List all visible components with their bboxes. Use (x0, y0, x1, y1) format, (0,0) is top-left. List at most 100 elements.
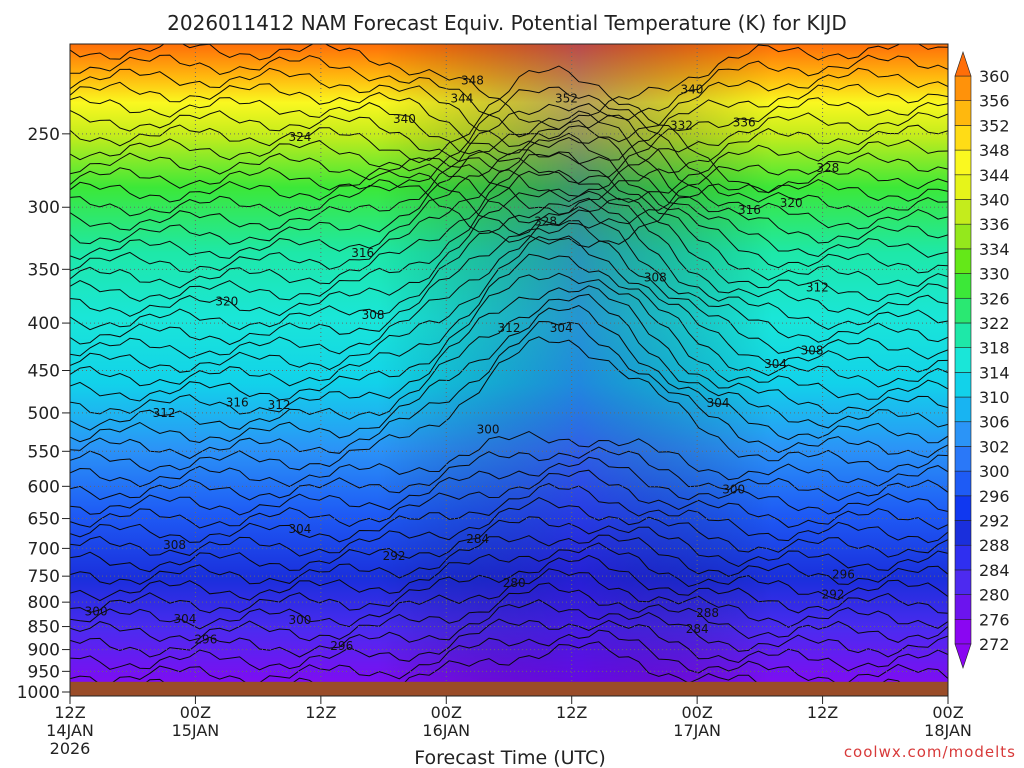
y-tick-label: 900 (28, 641, 60, 661)
colorbar-segment (954, 248, 972, 274)
contour-label: 304 (288, 522, 311, 536)
colorbar-segment (954, 470, 972, 497)
contour-line (70, 516, 948, 573)
colorbar-segment (954, 347, 972, 373)
colorbar-label: 302 (979, 437, 1010, 456)
x-tick-label: 00Z (180, 703, 211, 722)
contour-line (70, 54, 948, 140)
contour-label: 304 (550, 321, 573, 335)
contour-label: 312 (498, 321, 521, 335)
colorbar-label: 296 (979, 487, 1010, 506)
colorbar-label: 336 (979, 215, 1010, 234)
contour-line (70, 554, 948, 614)
contour-label: 340 (680, 83, 703, 97)
contour-line (70, 482, 948, 544)
y-tick-label: 250 (28, 125, 60, 145)
y-tick-label: 600 (28, 477, 60, 497)
contour-line (70, 469, 948, 530)
contour-label: 292 (383, 549, 406, 563)
contour-line (70, 320, 948, 460)
contour-line (70, 272, 948, 402)
contour-label: 328 (534, 215, 557, 229)
contour-label: 300 (288, 613, 311, 627)
contour-line (70, 152, 948, 236)
contour-line (70, 67, 948, 148)
contour-label: 296 (330, 639, 353, 653)
contour-line (70, 86, 948, 218)
contour-label: 352 (555, 92, 578, 106)
contour-line (70, 44, 948, 131)
colorbar-label: 340 (979, 190, 1010, 209)
contour-label: 308 (801, 343, 824, 357)
colorbar-label: 352 (979, 116, 1010, 135)
colorbar-label: 360 (979, 67, 1010, 86)
colorbar-label: 300 (979, 462, 1010, 481)
colorbar-label: 310 (979, 388, 1010, 407)
colorbar-segment (954, 125, 972, 151)
colorbar-segment (954, 273, 972, 299)
contour-line (70, 304, 948, 444)
grid-lines (70, 44, 948, 696)
contour-label: 316 (738, 203, 761, 217)
colorbar-label: 276 (979, 610, 1010, 629)
contour-label: 316 (351, 246, 374, 260)
contour-line (70, 618, 948, 672)
contour-line (70, 446, 948, 502)
contour-line (70, 336, 948, 473)
contour-line (70, 188, 948, 317)
y-tick-label: 350 (28, 260, 60, 280)
contour-label: 316 (226, 395, 249, 409)
colorbar-label: 326 (979, 289, 1010, 308)
y-tick-label: 850 (28, 618, 60, 638)
x-tick-date: 16JAN (422, 721, 470, 740)
x-tick-date: 18JAN (924, 721, 972, 740)
contour-line (70, 119, 948, 260)
contour-label: 300 (85, 605, 108, 619)
colorbar-label: 348 (979, 141, 1010, 160)
colorbar-segment (954, 223, 972, 250)
contour-label: 300 (477, 422, 500, 436)
colorbar-segment (954, 421, 972, 447)
contour-label: 344 (451, 92, 474, 106)
colorbar-segment (954, 446, 972, 472)
x-tick-date: 17JAN (673, 721, 721, 740)
contour-label: 300 (722, 483, 745, 497)
colorbar-segment (954, 100, 972, 126)
contour-label: 280 (503, 576, 526, 590)
contour-label: 332 (670, 119, 693, 133)
colorbar-label: 330 (979, 265, 1010, 284)
x-tick-label: 00Z (932, 703, 963, 722)
plot-area: 348 344 352 340 340 332 336 324 328 320 316 328 316 3… (70, 44, 948, 696)
y-tick-label: 550 (28, 442, 60, 462)
contour-line (70, 197, 948, 331)
y-tick-label: 700 (28, 539, 60, 559)
y-tick-label: 300 (28, 198, 60, 218)
x-axis-label: Forecast Time (UTC) (414, 747, 605, 768)
contour-line (70, 456, 948, 516)
colorbar-label: 284 (979, 561, 1010, 580)
x-tick-label: 00Z (681, 703, 712, 722)
contour-label: 312 (268, 398, 291, 412)
contour-line (70, 206, 948, 346)
y-tick-label: 950 (28, 662, 60, 682)
colorbar-segment (954, 594, 972, 620)
colorbar-bottom-arrow (954, 643, 972, 669)
x-tick-date: 15JAN (172, 721, 220, 740)
contour-labels: 348 344 352 340 340 332 336 324 328 320 316 328 316 3… (85, 74, 855, 653)
x-tick-label: 12Z (556, 703, 587, 722)
colorbar-segment (954, 619, 972, 645)
contour-label: 284 (686, 622, 709, 636)
contour-line (70, 582, 948, 643)
colorbar-label: 292 (979, 512, 1010, 531)
pressure-axis: 250 300 350 400 450 500 550 600 650 700 750 800 850 9… (17, 125, 70, 703)
y-tick-label: 450 (28, 361, 60, 381)
colorbar-segment (954, 322, 972, 348)
colorbar-label: 288 (979, 536, 1010, 555)
credit-label: coolwx.com/modelts (844, 743, 1016, 761)
contour-line (70, 81, 948, 165)
colorbar-segment (954, 149, 972, 176)
contour-line (70, 132, 948, 274)
colorbar-label: 356 (979, 92, 1010, 111)
